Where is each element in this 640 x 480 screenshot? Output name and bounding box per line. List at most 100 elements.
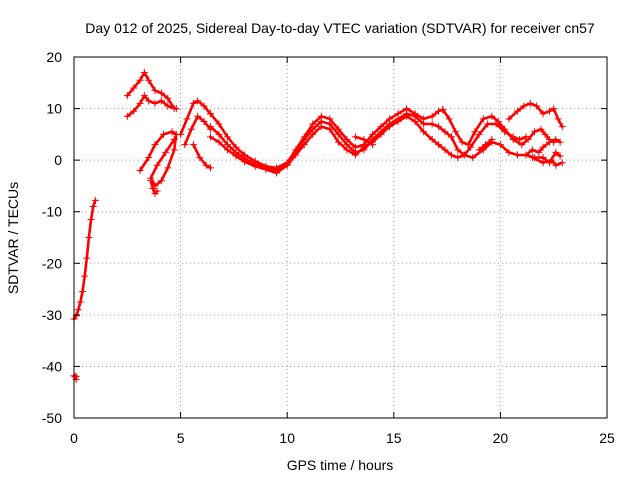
- data-point: [300, 141, 308, 149]
- data-point: [79, 288, 87, 296]
- data-point: [428, 136, 436, 144]
- data-point: [460, 151, 468, 159]
- data-point: [492, 120, 500, 128]
- data-point: [447, 151, 455, 159]
- series-line: [462, 140, 545, 159]
- grid-lines: [74, 57, 607, 418]
- data-point: [484, 120, 492, 128]
- series-line: [541, 151, 562, 164]
- y-tick-label: 10: [46, 101, 62, 117]
- data-point: [74, 306, 82, 314]
- y-tick-label: -50: [42, 410, 62, 426]
- series-main-3: [206, 112, 468, 177]
- data-point: [309, 130, 317, 138]
- data-point: [505, 115, 513, 123]
- data-point: [447, 133, 455, 141]
- series-line: [183, 115, 212, 146]
- data-point: [224, 146, 232, 154]
- data-point: [428, 112, 436, 120]
- series-line: [179, 99, 212, 136]
- series-line: [209, 107, 445, 170]
- series-line: [138, 130, 178, 188]
- data-point: [548, 156, 556, 164]
- data-point: [317, 123, 325, 131]
- data-point: [194, 97, 202, 105]
- y-axis-label: SDTVAR / TECUs: [5, 182, 21, 294]
- data-point: [123, 112, 131, 120]
- data-point: [215, 120, 223, 128]
- data-point: [554, 115, 562, 123]
- data-point: [200, 102, 208, 110]
- data-point: [164, 102, 172, 110]
- data-point: [411, 117, 419, 125]
- series-line: [441, 108, 555, 146]
- data-point: [539, 143, 547, 151]
- y-tick-label: -10: [42, 204, 62, 220]
- data-point: [160, 130, 168, 138]
- data-point: [140, 92, 148, 100]
- data-point: [172, 105, 180, 113]
- data-point: [170, 146, 178, 154]
- data-point: [145, 154, 153, 162]
- data-point: [420, 128, 428, 136]
- x-tick-label: 15: [386, 430, 402, 446]
- data-point: [488, 112, 496, 120]
- data-point: [130, 84, 138, 92]
- data-point: [164, 164, 172, 172]
- series-tail-4: [505, 99, 566, 131]
- data-point: [292, 151, 300, 159]
- data-point: [435, 141, 443, 149]
- data-point: [200, 117, 208, 125]
- data-point: [539, 110, 547, 118]
- data-point: [552, 136, 560, 144]
- x-tick-label: 25: [599, 430, 615, 446]
- data-point: [157, 97, 165, 105]
- data-point: [467, 143, 475, 151]
- data-point: [488, 136, 496, 144]
- data-point: [130, 107, 138, 115]
- y-tick-label: -20: [42, 255, 62, 271]
- chart-title: Day 012 of 2025, Sidereal Day-to-day VTE…: [85, 20, 595, 36]
- series-line: [72, 199, 97, 321]
- data-point: [496, 141, 504, 149]
- series-tail-6: [539, 148, 564, 167]
- x-tick-label: 0: [70, 430, 78, 446]
- data-point: [552, 148, 560, 156]
- data-point: [334, 138, 342, 146]
- data-point: [168, 128, 176, 136]
- x-axis-label: GPS time / hours: [287, 457, 394, 473]
- series-seg-b-dip: [147, 177, 161, 198]
- data-series: [70, 68, 566, 383]
- data-point: [136, 76, 144, 84]
- data-point: [326, 125, 334, 133]
- data-point: [441, 128, 449, 136]
- data-point: [136, 166, 144, 174]
- x-tick-labels: 0 5 10 15 20 25: [70, 430, 615, 446]
- series-seg-a-lower: [123, 92, 180, 120]
- data-point: [153, 187, 161, 195]
- data-point: [386, 123, 394, 131]
- data-point: [452, 128, 460, 136]
- data-point: [441, 146, 449, 154]
- data-point: [377, 130, 385, 138]
- data-point: [518, 141, 526, 149]
- data-point: [435, 123, 443, 131]
- data-point: [87, 215, 95, 223]
- data-point: [85, 234, 93, 241]
- series-line: [507, 102, 564, 128]
- data-point: [206, 123, 214, 131]
- data-point: [76, 298, 84, 306]
- data-point: [351, 151, 359, 159]
- axis-ticks: [73, 56, 608, 419]
- series-tail-2: [447, 120, 530, 159]
- data-point: [439, 106, 447, 114]
- data-point: [202, 161, 210, 169]
- series-tail-5: [522, 136, 564, 159]
- data-point: [164, 94, 172, 102]
- y-tick-label: -40: [42, 358, 62, 374]
- data-point: [528, 154, 536, 162]
- data-point: [513, 151, 521, 159]
- data-point: [283, 161, 291, 169]
- series-seg-c-low: [189, 141, 214, 172]
- y-tick-label: -30: [42, 307, 62, 323]
